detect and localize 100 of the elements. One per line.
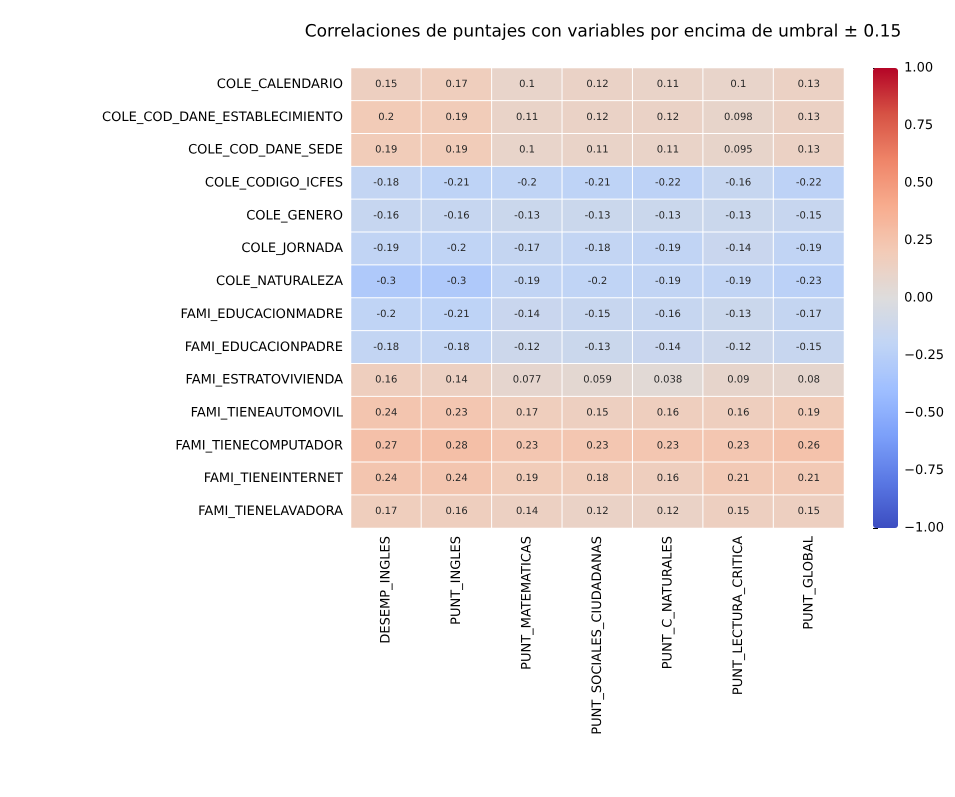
x-tick-label: PUNT_LECTURA_CRITICA	[730, 536, 746, 696]
data-label: -0.13	[654, 210, 681, 222]
x-tick-label: PUNT_SOCIALES_CIUDADANAS	[590, 536, 605, 735]
data-label: 0.12	[656, 506, 680, 518]
x-tick-label: PUNT_INGLES	[449, 536, 464, 625]
color-bar-label: 1.00	[904, 60, 934, 76]
data-label: 0.23	[516, 440, 538, 452]
data-label: 0.16	[656, 408, 680, 418]
data-label: -0.22	[654, 178, 681, 188]
data-label: 0.1	[730, 78, 746, 90]
data-label: -0.19	[725, 276, 752, 288]
data-label: 0.24	[375, 408, 398, 418]
data-label: -0.2	[376, 308, 396, 320]
data-label: -0.14	[514, 308, 540, 320]
x-tick-label: PUNT_GLOBAL	[801, 535, 816, 630]
color-bar-label: −0.50	[904, 406, 944, 420]
data-label: 0.11	[586, 144, 609, 156]
data-label: 0.11	[656, 144, 680, 156]
data-label: 0.23	[586, 440, 609, 452]
data-label: -0.18	[444, 342, 470, 353]
data-label: 0.16	[656, 473, 680, 484]
data-label: -0.18	[373, 342, 400, 353]
y-tick-label: FAMI_TIENEINTERNET	[204, 471, 344, 486]
data-label: 0.11	[656, 78, 680, 90]
data-label: -0.3	[446, 276, 466, 288]
data-label: -0.13	[725, 308, 752, 320]
data-label: 0.15	[798, 506, 820, 518]
data-label: 0.059	[583, 374, 612, 386]
color-bar-label: 0.50	[904, 176, 934, 190]
data-label: 0.15	[586, 408, 609, 418]
data-label: 0.038	[654, 374, 682, 386]
color-bar-label: 0.00	[904, 290, 934, 306]
x-tick-label: DESEMP_INGLES	[378, 536, 394, 644]
data-label: 0.098	[724, 112, 753, 123]
data-label: 0.19	[446, 112, 468, 123]
color-bar-label: −1.00	[904, 520, 944, 536]
data-label: 0.21	[727, 473, 750, 484]
data-label: -0.21	[584, 178, 610, 188]
data-label: 0.08	[798, 374, 820, 386]
data-label: 0.21	[798, 473, 820, 484]
data-label: 0.2	[378, 112, 394, 123]
y-tick-label: FAMI_ESTRATOVIVIENDA	[185, 372, 344, 388]
data-label: 0.095	[724, 144, 753, 156]
y-tick-label: COLE_JORNADA	[241, 241, 344, 256]
y-tick-label: COLE_NATURALEZA	[216, 274, 344, 290]
y-tick-label: COLE_CODIGO_ICFES	[204, 176, 343, 190]
data-label: 0.19	[446, 144, 468, 156]
y-tick-label: FAMI_EDUCACIONPADRE	[184, 340, 343, 355]
data-label: -0.16	[373, 210, 400, 222]
data-label: -0.13	[584, 210, 610, 222]
data-label: 0.14	[516, 506, 538, 518]
data-label: 0.15	[375, 78, 398, 90]
data-label: 0.23	[446, 408, 468, 418]
data-label: -0.15	[796, 210, 822, 222]
data-label: -0.19	[514, 276, 540, 288]
x-tick-label: PUNT_C_NATURALES	[660, 536, 676, 670]
data-label: 0.24	[446, 473, 468, 484]
data-label: -0.19	[654, 276, 681, 288]
data-label: 0.13	[798, 78, 820, 90]
data-label: 0.077	[512, 374, 542, 386]
data-label: -0.17	[796, 308, 822, 320]
y-tick-label: FAMI_TIENELAVADORA	[198, 504, 344, 520]
data-label: 0.23	[727, 440, 750, 452]
data-label: 0.12	[586, 112, 609, 123]
data-label: 0.17	[375, 506, 398, 518]
y-tick-label: COLE_COD_DANE_SEDE	[188, 142, 343, 158]
data-label: 0.19	[516, 473, 538, 484]
color-bar-label: 0.25	[904, 233, 934, 248]
data-label: -0.23	[796, 276, 822, 288]
data-label: -0.16	[654, 308, 681, 320]
data-label: -0.3	[376, 276, 396, 288]
data-label: 0.23	[656, 440, 680, 452]
y-tick-label: COLE_CALENDARIO	[216, 76, 343, 92]
data-label: -0.16	[725, 178, 752, 188]
data-label: -0.21	[444, 178, 470, 188]
data-label: 0.12	[656, 112, 680, 123]
data-label: 0.17	[446, 78, 468, 90]
data-label: 0.11	[516, 112, 538, 123]
data-label: -0.2	[588, 276, 608, 288]
data-label: -0.15	[796, 342, 822, 353]
data-label: -0.19	[796, 243, 822, 254]
data-label: 0.18	[586, 473, 609, 484]
data-label: -0.13	[725, 210, 752, 222]
x-tick-label: PUNT_MATEMATICAS	[520, 536, 535, 670]
color-bar-label: −0.25	[904, 348, 944, 363]
data-label: -0.16	[444, 210, 470, 222]
data-label: 0.17	[516, 408, 538, 418]
data-label: 0.15	[727, 506, 750, 518]
data-label: 0.1	[519, 144, 536, 156]
data-label: 0.13	[798, 144, 820, 156]
data-label: -0.2	[446, 243, 466, 254]
data-label: -0.19	[654, 243, 681, 254]
data-label: 0.16	[375, 374, 398, 386]
data-label: -0.18	[373, 178, 400, 188]
color-bar-label: −0.75	[904, 463, 944, 478]
data-label: 0.24	[375, 473, 398, 484]
data-label: -0.22	[796, 178, 822, 188]
data-label: -0.12	[514, 342, 540, 353]
data-label: 0.12	[586, 78, 609, 90]
data-label: -0.21	[444, 308, 470, 320]
